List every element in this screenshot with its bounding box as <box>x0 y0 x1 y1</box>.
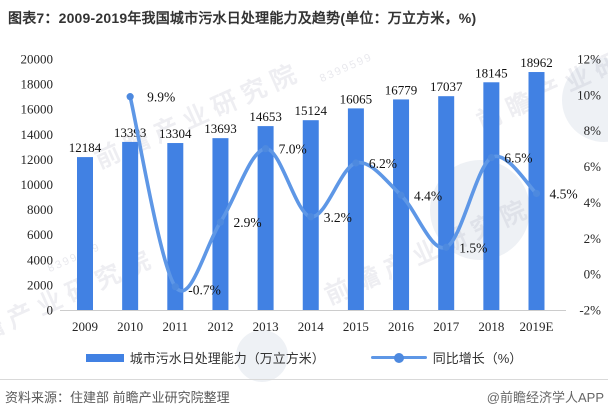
bar-value-label: 18962 <box>520 55 553 70</box>
growth-label: 6.2% <box>369 156 397 171</box>
growth-label: 1.5% <box>459 240 487 255</box>
line-point-labels: 9.9% -0.7% 2.9% 7.0% 3.2% 6.2% 4.4% 1.5% 6.5% 4.5… <box>147 90 577 298</box>
growth-label: 4.5% <box>550 186 578 201</box>
line-point-marker <box>532 189 541 198</box>
growth-label: 3.2% <box>324 210 352 225</box>
y-axis-left: 0 2000 4000 6000 8000 10000 12000 14000 16000 180… <box>21 52 54 318</box>
x-tick-2013: 2013 <box>253 319 279 334</box>
line-point-marker <box>352 159 360 167</box>
bar-value-label: 13693 <box>204 121 237 136</box>
footer: 资料来源：住建部 前瞻产业研究院整理 @前瞻经济学人APP <box>0 379 608 406</box>
line-swatch-marker <box>393 352 404 363</box>
line-point-marker <box>126 93 134 101</box>
bar-value-label: 16065 <box>340 91 373 106</box>
chart-plot-area: 0 2000 4000 6000 8000 10000 12000 14000 16000 180… <box>21 52 602 335</box>
y-left-tick: 16000 <box>21 102 54 117</box>
line-point-marker <box>397 191 405 199</box>
x-tick-2017: 2017 <box>433 319 460 334</box>
bar-2016 <box>393 99 410 310</box>
y-left-tick: 6000 <box>27 227 53 242</box>
y-right-tick: 2% <box>584 231 602 246</box>
bar-value-label: 17037 <box>430 79 463 94</box>
bar-series: 12184 13393 13304 13693 14653 15124 16065 16779… <box>69 55 553 311</box>
brand-credit: @前瞻经济学人APP <box>486 390 604 405</box>
y-right-tick: 8% <box>584 123 602 138</box>
bar-2017 <box>438 96 455 310</box>
growth-label: 9.9% <box>147 90 175 105</box>
chart-title: 图表7：2009-2019年我国城市污水日处理能力及趋势(单位：万立方米，%) <box>8 10 477 26</box>
line-point-marker <box>262 145 270 153</box>
bar-2013 <box>257 126 274 310</box>
x-tick-2014: 2014 <box>298 319 325 334</box>
legend-line-label: 同比增长（%） <box>432 351 523 366</box>
bar-series-swatch <box>85 353 124 362</box>
y-left-tick: 10000 <box>21 177 54 192</box>
bar-2010 <box>122 141 139 310</box>
y-left-tick: 2000 <box>27 277 53 292</box>
x-tick-2012: 2012 <box>207 319 233 334</box>
y-right-tick: 12% <box>577 52 601 67</box>
x-tick-2010: 2010 <box>117 319 143 334</box>
y-right-tick: -2% <box>579 303 601 318</box>
bar-2009 <box>77 157 93 310</box>
legend-bar-label: 城市污水日处理能力（万立方米） <box>129 351 325 366</box>
bar-2011 <box>167 143 184 310</box>
bar-value-label: 18145 <box>475 65 508 80</box>
bar-value-label: 14653 <box>249 109 282 124</box>
legend-item-bar-series: 城市污水日处理能力（万立方米） <box>85 348 325 367</box>
line-point-marker <box>307 213 315 221</box>
x-tick-2011: 2011 <box>163 319 189 334</box>
growth-line <box>128 94 539 293</box>
y-left-tick: 4000 <box>27 252 53 267</box>
y-left-tick: 20000 <box>21 52 54 67</box>
y-left-tick: 8000 <box>27 202 53 217</box>
bar-2018 <box>483 82 500 311</box>
source-note: 资料来源：住建部 前瞻产业研究院整理 <box>5 390 230 405</box>
x-axis-labels: 2009 2010 2011 2012 2013 2014 2015 2016 2017 2018… <box>72 319 554 334</box>
line-series-swatch <box>370 352 427 363</box>
y-left-tick: 0 <box>47 303 54 318</box>
y-right-tick: 6% <box>584 159 602 174</box>
y-right-tick: 4% <box>584 195 602 210</box>
x-tick-2009: 2009 <box>72 319 98 334</box>
bar-value-label: 12184 <box>69 140 102 155</box>
bar-2015 <box>347 108 364 310</box>
y-left-tick: 18000 <box>21 77 54 92</box>
bar-value-label: 13304 <box>159 126 192 141</box>
line-point-marker <box>216 218 225 226</box>
y-left-tick: 12000 <box>21 152 54 167</box>
x-tick-2016: 2016 <box>388 319 415 334</box>
chart-legend: 城市污水日处理能力（万立方米） 同比增长（%） <box>0 348 608 367</box>
bar-value-label: 15124 <box>295 103 328 118</box>
y-axis-right: -2% 0% 2% 4% 6% 8% 10% 12% <box>577 52 601 318</box>
legend-item-line-series: 同比增长（%） <box>370 348 523 367</box>
x-tick-2018: 2018 <box>478 319 504 334</box>
x-tick-2015: 2015 <box>343 319 369 334</box>
line-point-marker <box>171 283 179 291</box>
growth-label: -0.7% <box>188 283 221 298</box>
y-right-tick: 10% <box>577 87 601 102</box>
x-tick-2019E: 2019E <box>520 319 554 334</box>
growth-label: 2.9% <box>233 215 261 230</box>
line-point-marker <box>487 154 495 162</box>
bar-value-label: 13393 <box>114 125 147 140</box>
y-right-tick: 0% <box>584 267 602 282</box>
growth-label: 6.5% <box>504 151 532 166</box>
y-left-tick: 14000 <box>21 127 54 142</box>
growth-label: 4.4% <box>414 188 442 203</box>
growth-label: 7.0% <box>279 142 307 157</box>
line-point-marker <box>442 243 450 251</box>
bar-value-label: 16779 <box>385 82 418 97</box>
